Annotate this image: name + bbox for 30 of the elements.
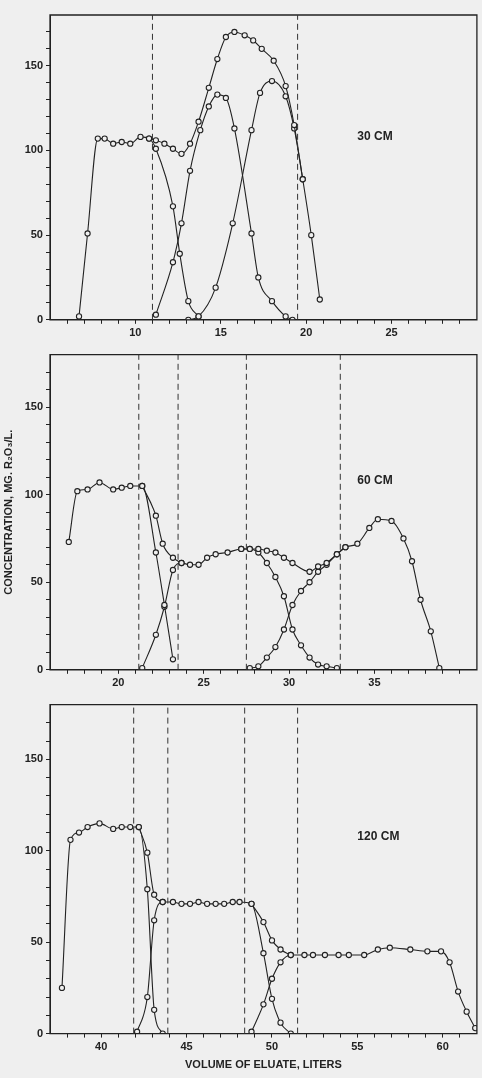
y-tick-label: 100	[24, 487, 43, 500]
y-tick-label: 150	[24, 58, 43, 71]
y-tick-label: 150	[24, 400, 43, 413]
y-tick-label: 100	[24, 143, 43, 156]
annotation: 30 CM	[357, 129, 393, 144]
x-tick-label: 25	[385, 326, 398, 339]
y-tick-label: 100	[24, 843, 43, 856]
x-tick-label: 15	[214, 326, 227, 339]
y-tick-label: 0	[36, 662, 43, 675]
y-tick-label: 50	[30, 575, 43, 588]
annotation: 60 CM	[357, 472, 393, 487]
x-tick-label: 25	[197, 676, 210, 689]
y-tick-label: 0	[36, 1026, 43, 1039]
x-tick-label: 20	[112, 676, 125, 689]
x-tick-label: 20	[300, 326, 313, 339]
y-tick-label: 0	[36, 312, 43, 325]
x-tick-label: 60	[436, 1040, 449, 1053]
y-tick-label: 50	[30, 935, 43, 948]
x-tick-label: 40	[95, 1040, 108, 1053]
annotation: 120 CM	[357, 828, 400, 843]
x-tick-label: 50	[265, 1040, 279, 1053]
x-axis-title: VOLUME OF ELUATE, LITERS	[185, 1058, 342, 1071]
x-tick-label: 10	[129, 326, 142, 339]
y-axis-title: CONCENTRATION, MG. R₂O₃/L.	[1, 429, 14, 595]
x-tick-label: 45	[180, 1040, 193, 1053]
x-tick-label: 55	[351, 1040, 364, 1053]
y-tick-label: 150	[24, 752, 43, 765]
y-tick-label: 50	[30, 228, 43, 241]
x-tick-label: 30	[282, 676, 296, 689]
x-tick-label: 35	[368, 676, 381, 689]
